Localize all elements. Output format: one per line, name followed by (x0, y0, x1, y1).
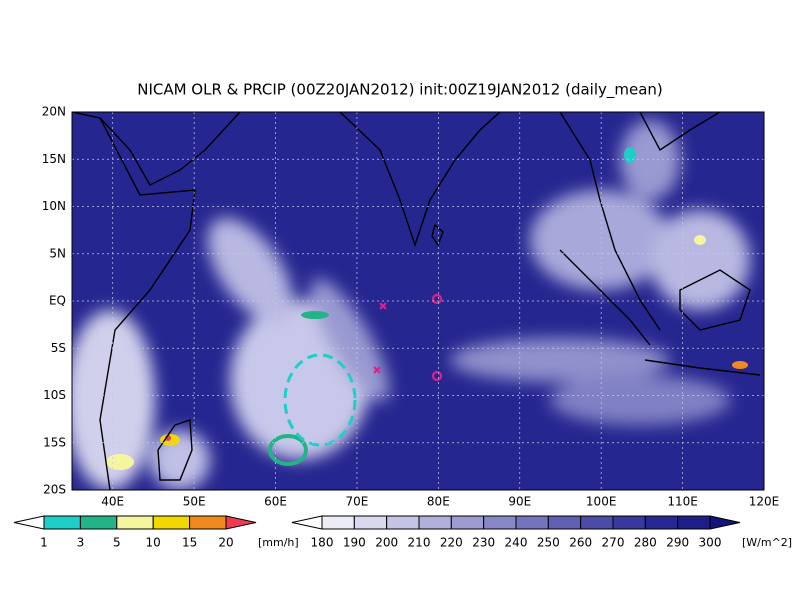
color-swatch (79, 515, 118, 530)
lon-label: 110E (667, 495, 698, 509)
color-swatch (483, 515, 517, 530)
lon-label: 120E (749, 495, 780, 509)
colorbar-label: 1 (40, 536, 48, 550)
colorbar-label: 210 (408, 536, 431, 550)
map-frame (71, 111, 765, 491)
colorbar-label: 290 (666, 536, 689, 550)
lon-label: 70E (346, 495, 369, 509)
lon-label: 90E (508, 495, 531, 509)
lon-label: 100E (586, 495, 617, 509)
markers (373, 293, 443, 382)
color-swatch (644, 515, 679, 530)
lon-label: 40E (101, 495, 124, 509)
lat-label: 10N (42, 199, 66, 213)
colorbar-label: 5 (113, 536, 121, 550)
colorbar-label: 190 (343, 536, 366, 550)
coastlines (72, 112, 761, 490)
color-swatch (353, 515, 388, 530)
color-swatch (677, 515, 711, 530)
colorbar-label: 300 (699, 536, 722, 550)
axis-labels: 20N 15N 10N 5N EQ 5S 10S 15S 20S 40E 50E 60E 70E 80E 9… (42, 105, 780, 509)
colorbar-label: 3 (77, 536, 85, 550)
lat-label: 15S (43, 435, 66, 449)
colorbar-label: 20 (218, 536, 233, 550)
colorbar-label: 230 (472, 536, 495, 550)
map-title: NICAM OLR & PRCIP (00Z20JAN2012) init:00… (137, 81, 663, 100)
lat-label: 20N (42, 105, 66, 119)
lon-label: 60E (264, 495, 287, 509)
colorbar-label: 200 (375, 536, 398, 550)
colorbar-label: 15 (182, 536, 197, 550)
colorbar-label: 180 (311, 536, 334, 550)
color-swatch (321, 515, 355, 530)
colorbar-label: 240 (505, 536, 528, 550)
colorbar-label: 270 (602, 536, 625, 550)
lat-label: 5S (51, 341, 66, 355)
color-swatch (386, 515, 420, 530)
color-swatch (418, 515, 452, 530)
color-swatch (116, 515, 154, 530)
color-swatch (612, 515, 646, 530)
lon-label: 50E (183, 495, 206, 509)
cloud-field (72, 120, 750, 490)
color-swatch (515, 515, 549, 530)
colorbar-label: 280 (634, 536, 657, 550)
color-swatch (13, 515, 45, 530)
colorbar-label: 220 (440, 536, 463, 550)
graticule (72, 112, 764, 490)
color-swatch (189, 515, 227, 530)
colorbar-label: 260 (569, 536, 592, 550)
lat-label: 20S (43, 483, 66, 497)
color-swatch (43, 515, 81, 530)
color-swatch (450, 515, 485, 530)
color-swatch (580, 515, 614, 530)
color-swatch (152, 515, 191, 530)
lat-label: 10S (43, 388, 66, 402)
color-swatch (709, 515, 741, 530)
color-swatch (547, 515, 582, 530)
lat-label: 15N (42, 152, 66, 166)
color-bars: 1 3 5 10 15 20 [mm/h] 180 190 200 210 220 230 240 250 2… (13, 515, 792, 550)
lon-label: 80E (427, 495, 450, 509)
colorbar-label: 10 (146, 536, 161, 550)
color-swatch (291, 515, 323, 530)
colorbar-unit: [mm/h] (258, 536, 299, 549)
colorbar-label: 250 (537, 536, 560, 550)
lat-label: EQ (49, 294, 66, 308)
lat-label: 5N (49, 246, 66, 260)
colorbar-unit: [W/m^2] (742, 536, 792, 549)
color-swatch (225, 515, 257, 530)
map-field (72, 112, 764, 490)
